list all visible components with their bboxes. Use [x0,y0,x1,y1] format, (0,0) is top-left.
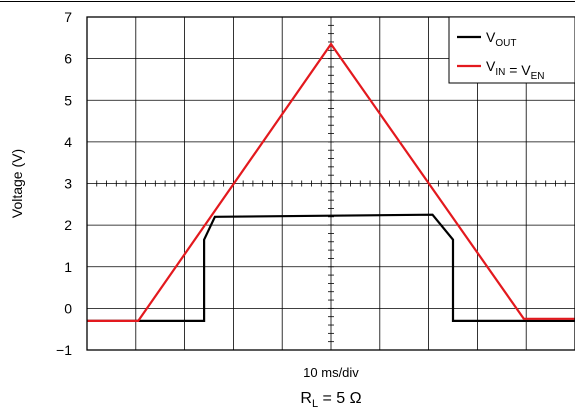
condition-subscript: L [312,398,318,410]
y-tick-labels: −1 0 1 2 3 4 5 6 7 [56,9,72,358]
legend-label: VIN = VEN [486,58,545,82]
legend-label-subscript: EN [531,71,545,82]
condition-label: RL = 5 Ω [300,390,361,410]
condition-main: R [300,390,312,407]
axis-ticks [86,16,575,351]
legend-label-text: V [486,29,496,45]
top-rule [0,1,575,2]
legend-label-subscript: IN [495,67,505,78]
y-tick-label: 0 [64,300,72,316]
legend-box [448,16,575,84]
y-tick-label: 1 [64,259,72,275]
series-layer [87,42,575,322]
series-line-vout [87,213,575,322]
y-tick-label: −1 [56,342,72,358]
y-axis-label: Voltage (V) [9,149,25,218]
y-tick-label: 2 [64,217,72,233]
plot-frame [86,16,575,351]
y-tick-label: 3 [64,176,72,192]
y-tick-label: 5 [64,92,72,108]
legend-label-text: = V [505,62,531,78]
y-tick-label: 6 [64,51,72,67]
condition-rest: = 5 Ω [318,390,362,407]
x-axis-label: 10 ms/div [303,365,359,380]
legend-label-text: V [486,58,496,74]
series-line-vin-ven [87,42,575,322]
y-tick-label: 4 [64,134,72,150]
y-tick-label: 7 [64,9,72,25]
legend-label-subscript: OUT [495,38,516,49]
legend-label: VOUT [486,29,516,49]
